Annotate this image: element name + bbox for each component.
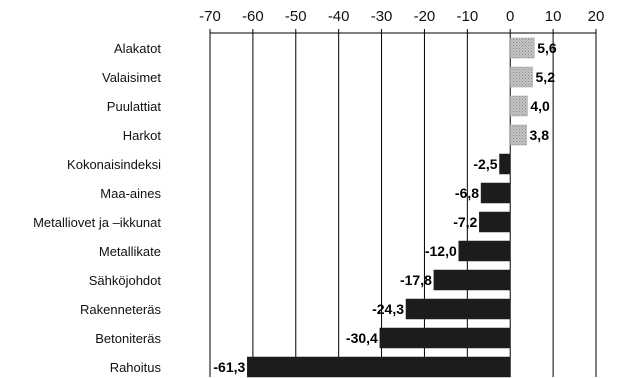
bar xyxy=(509,66,533,88)
bar xyxy=(247,356,511,378)
category-label: Rakenneteräs xyxy=(80,302,161,317)
data-label: -12,0 xyxy=(425,243,457,259)
x-axis-ticks: -70 -60 -50 -40 -30 -20 -10 0 10 20 xyxy=(199,8,605,34)
category-label: Betoniteräs xyxy=(95,331,161,346)
category-label: Metalliovet ja –ikkunat xyxy=(33,215,161,230)
x-tick-label: 0 xyxy=(506,8,514,25)
bar xyxy=(433,269,511,291)
data-label: -2,5 xyxy=(473,156,497,172)
category-label: Kokonaisindeksi xyxy=(67,157,161,172)
data-label: 4,0 xyxy=(530,98,550,114)
bar xyxy=(379,327,511,349)
x-tick-label: -40 xyxy=(328,8,350,25)
category-label: Harkot xyxy=(123,128,162,143)
x-tick-label: 20 xyxy=(588,8,605,25)
data-label: -6,8 xyxy=(455,185,479,201)
x-tick-label: -60 xyxy=(242,8,264,25)
data-label: -30,4 xyxy=(346,330,378,346)
bar xyxy=(479,211,511,233)
category-labels: Alakatot Valaisimet Puulattiat Harkot Kokona… xyxy=(33,41,161,375)
data-label: 5,6 xyxy=(537,40,557,56)
data-label: -24,3 xyxy=(372,301,404,317)
bar xyxy=(480,182,511,204)
x-tick-label: -10 xyxy=(456,8,478,25)
category-label: Valaisimet xyxy=(102,70,161,85)
data-label: 5,2 xyxy=(536,69,556,85)
data-label: 3,8 xyxy=(530,127,550,143)
x-tick-label: -20 xyxy=(414,8,436,25)
category-label: Alakatot xyxy=(114,41,161,56)
value-labels: 5,6 5,2 4,0 3,8 -2,5 -6,8 -7,2 -12,0 -17,8 -24,3 -… xyxy=(213,40,557,375)
x-tick-label: -30 xyxy=(371,8,393,25)
bar xyxy=(509,124,527,146)
bars xyxy=(247,37,535,378)
bar xyxy=(509,37,535,59)
data-label: -61,3 xyxy=(213,359,245,375)
data-label: -7,2 xyxy=(453,214,477,230)
x-tick-label: -50 xyxy=(285,8,307,25)
category-label: Puulattiat xyxy=(107,99,162,114)
category-label: Maa-aines xyxy=(100,186,161,201)
category-label: Metallikate xyxy=(99,244,161,259)
bar xyxy=(458,240,511,262)
bar xyxy=(499,153,511,175)
category-label: Sähköjohdot xyxy=(89,273,162,288)
gridlines xyxy=(209,33,597,377)
x-tick-label: -70 xyxy=(199,8,221,25)
bar xyxy=(509,95,528,117)
x-tick-label: 10 xyxy=(545,8,562,25)
category-label: Rahoitus xyxy=(110,360,162,375)
data-label: -17,8 xyxy=(400,272,432,288)
bar xyxy=(405,298,511,320)
